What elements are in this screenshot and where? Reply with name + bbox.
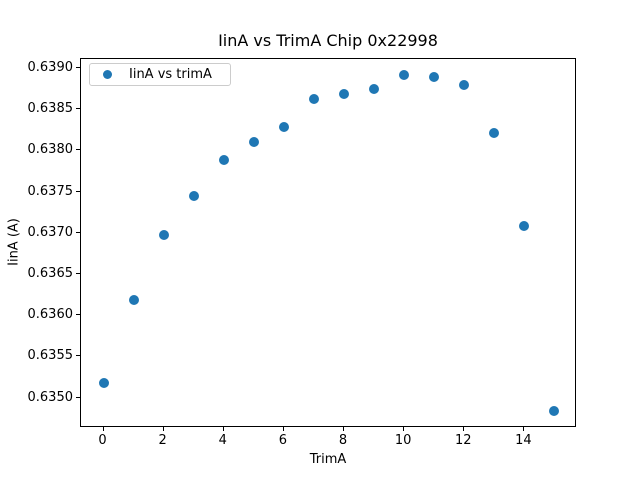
y-tick-mark	[76, 272, 80, 274]
x-tick-mark	[102, 427, 104, 431]
x-tick-label: 2	[158, 433, 167, 448]
x-tick-mark	[523, 427, 525, 431]
x-tick-mark	[403, 427, 405, 431]
scatter-point	[489, 128, 500, 139]
chart-title: IinA vs TrimA Chip 0x22998	[218, 31, 438, 50]
y-tick-mark	[76, 355, 80, 357]
y-tick-label: 0.6355	[27, 348, 74, 364]
scatter-point	[459, 79, 470, 90]
y-tick-mark	[76, 67, 80, 69]
x-tick-label: 10	[394, 433, 412, 448]
scatter-point	[98, 377, 109, 388]
x-tick-mark	[463, 427, 465, 431]
x-tick-label: 8	[338, 433, 348, 448]
scatter-point	[248, 137, 259, 148]
scatter-point	[339, 88, 350, 99]
legend-marker-dot	[103, 70, 112, 79]
y-tick-label: 0.6350	[27, 389, 74, 405]
y-tick-mark	[76, 108, 80, 110]
scatter-point	[218, 155, 229, 166]
scatter-point	[158, 230, 169, 241]
x-tick-label: 4	[218, 433, 227, 448]
scatter-point	[399, 70, 410, 81]
scatter-point	[549, 405, 560, 416]
x-tick-mark	[282, 427, 284, 431]
scatter-point	[369, 83, 380, 94]
y-tick-mark	[76, 190, 80, 192]
x-axis-label: TrimA	[309, 452, 347, 467]
legend-label: IinA vs trimA	[129, 67, 212, 82]
y-tick-label: 0.6390	[27, 60, 74, 76]
scatter-point	[128, 295, 139, 306]
y-tick-label: 0.6380	[27, 142, 74, 158]
y-tick-mark	[76, 231, 80, 233]
y-tick-mark	[76, 396, 80, 398]
x-tick-mark	[343, 427, 345, 431]
legend: IinA vs trimA	[89, 63, 231, 86]
x-tick-label: 6	[278, 433, 288, 448]
y-tick-label: 0.6385	[27, 101, 74, 117]
y-tick-label: 0.6375	[27, 183, 74, 199]
plot-area: IinA vs trimA	[80, 58, 576, 427]
scatter-point	[278, 122, 289, 133]
y-tick-label: 0.6360	[27, 307, 74, 323]
x-tick-mark	[162, 427, 164, 431]
scatter-point	[519, 221, 530, 232]
y-tick-label: 0.6370	[27, 224, 74, 240]
y-tick-mark	[76, 149, 80, 151]
x-tick-label: 12	[454, 433, 472, 448]
scatter-point	[308, 94, 319, 105]
y-tick-label: 0.6365	[27, 265, 74, 281]
scatter-point	[188, 190, 199, 201]
y-tick-mark	[76, 314, 80, 316]
x-tick-mark	[222, 427, 224, 431]
x-tick-label: 14	[515, 433, 532, 448]
y-axis-label: IinA (A)	[6, 218, 22, 266]
x-tick-label: 0	[98, 433, 107, 448]
scatter-point	[429, 72, 440, 83]
